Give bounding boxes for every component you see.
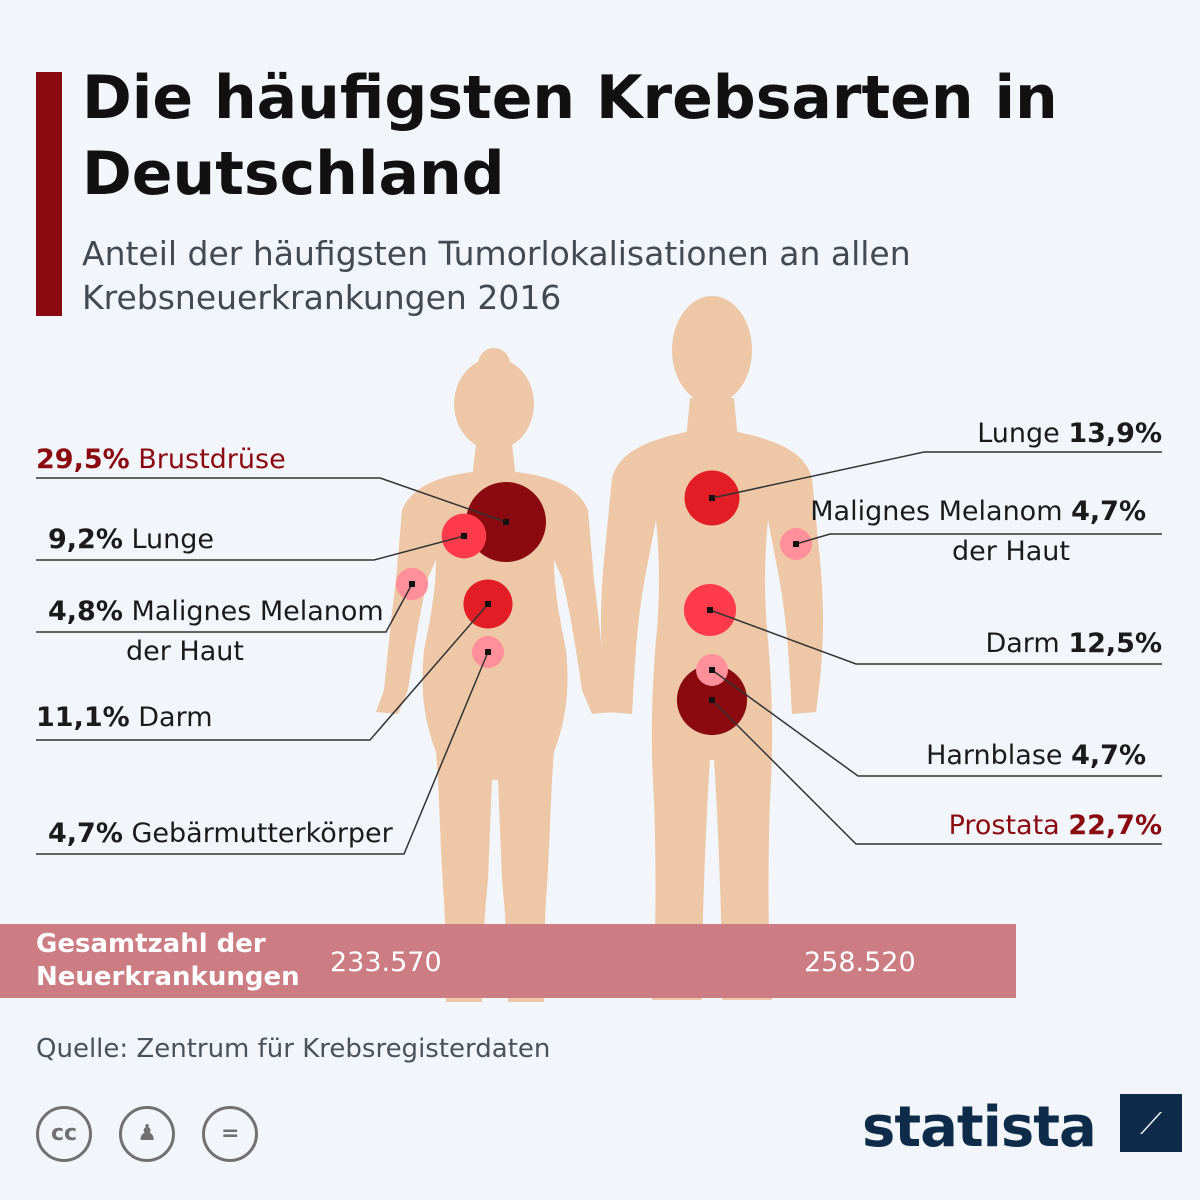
leader-line (711, 669, 1162, 777)
marker-dot (793, 541, 799, 547)
marker-dot (503, 519, 509, 525)
total-female-value: 233.570 (330, 947, 442, 978)
data-label-name: Lunge (977, 418, 1060, 449)
totals-label: Gesamtzahl der Neuerkrankungen (36, 929, 300, 992)
license-icons: cc ♟ = (36, 1106, 280, 1162)
data-label-name: Harnblase (926, 740, 1063, 771)
noderivs-icon[interactable]: = (202, 1106, 259, 1162)
male-silhouette (601, 296, 823, 1000)
statista-logo-icon (1120, 1094, 1183, 1152)
data-label-value: 12,5% (1068, 628, 1162, 659)
page-subtitle: Anteil der häufigsten Tumorlokalisatione… (82, 234, 911, 317)
data-label: Malignes Melanom 4,7% der Haut (810, 496, 1146, 568)
marker-dot (409, 581, 415, 587)
data-label: 9,2% Lunge (48, 524, 214, 556)
data-label-value: 29,5% (36, 444, 130, 475)
marker-dot (485, 649, 491, 655)
marker-dot (461, 533, 467, 539)
data-label-value: 4,7% (1071, 496, 1146, 527)
data-label-value: 22,7% (1068, 810, 1162, 841)
page-title: Die häufigsten Krebsarten in Deutschland (82, 63, 1058, 209)
data-label: Prostata 22,7% (949, 810, 1162, 842)
leader-line (36, 583, 413, 633)
data-label-value: 11,1% (36, 702, 130, 733)
data-label-name: Malignes Melanom (810, 496, 1063, 527)
data-label-value: 4,7% (48, 818, 123, 849)
leader-line (36, 603, 489, 741)
brand-text: statista (862, 1095, 1097, 1160)
marker-dot (709, 495, 715, 501)
data-label-value: 9,2% (48, 524, 123, 555)
data-label-value: 4,7% (1071, 740, 1146, 771)
totals-bar (0, 924, 1016, 998)
data-label-name-line2: der Haut (952, 536, 1070, 567)
data-label-name: Darm (985, 628, 1060, 659)
marker-dot (709, 697, 715, 703)
data-label: 29,5% Brustdrüse (36, 444, 286, 476)
data-label: Lunge 13,9% (977, 418, 1162, 450)
data-label-name: Brustdrüse (138, 444, 286, 475)
chart-marks (36, 451, 1162, 855)
source-text: Quelle: Zentrum für Krebsregisterdaten (36, 1034, 551, 1064)
leader-line (795, 533, 1162, 545)
data-label: 4,8% Malignes Melanom der Haut (48, 596, 384, 668)
statista-logo[interactable]: statista (862, 1094, 1183, 1160)
leader-line (711, 699, 1162, 845)
female-silhouette (376, 348, 614, 1002)
data-label-value: 13,9% (1068, 418, 1162, 449)
data-label-value: 4,8% (48, 596, 123, 627)
leader-line (36, 535, 465, 561)
leader-line (36, 651, 489, 855)
data-label: Darm 12,5% (985, 628, 1162, 660)
data-label: 11,1% Darm (36, 702, 213, 734)
leader-line (36, 477, 507, 523)
marker-dot (485, 601, 491, 607)
data-label-name-line2: der Haut (126, 636, 244, 667)
attribution-icon[interactable]: ♟ (119, 1106, 176, 1162)
data-label-name: Malignes Melanom (131, 596, 384, 627)
cc-icon[interactable]: cc (36, 1106, 92, 1162)
data-label-name: Lunge (131, 524, 215, 555)
data-label-name: Darm (138, 702, 213, 733)
data-label-name: Gebärmutterkörper (131, 818, 393, 849)
data-label-name: Prostata (948, 810, 1060, 841)
leader-line (711, 451, 1162, 499)
total-male-value: 258.520 (804, 947, 916, 978)
marker-dot (709, 667, 715, 673)
title-accent-bar (36, 72, 62, 316)
marker-dot (707, 607, 713, 613)
data-label: 4,7% Gebärmutterkörper (48, 818, 393, 850)
leader-line (709, 609, 1162, 665)
data-label: Harnblase 4,7% (926, 740, 1146, 772)
